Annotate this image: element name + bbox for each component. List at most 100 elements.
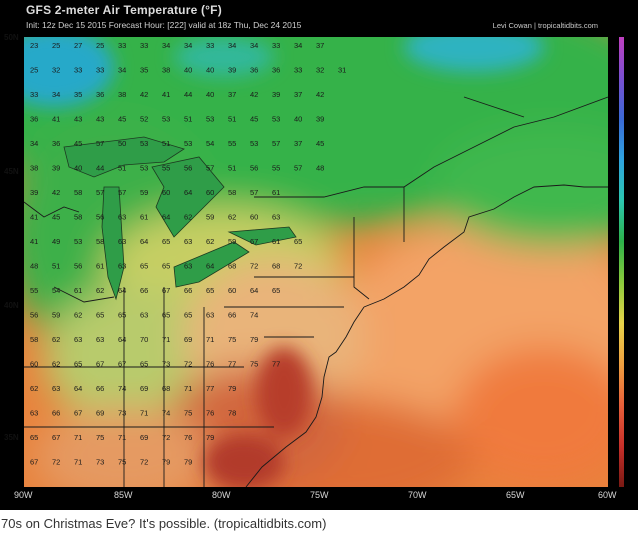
temperature-value: 60	[30, 360, 38, 369]
temperature-value: 68	[228, 262, 236, 271]
temperature-value: 54	[52, 286, 60, 295]
temperature-value: 32	[52, 66, 60, 75]
temperature-value: 33	[96, 66, 104, 75]
temperature-value: 67	[118, 360, 126, 369]
temperature-value: 77	[206, 384, 214, 393]
temperature-value: 34	[250, 41, 258, 50]
temperature-value: 64	[162, 213, 170, 222]
temperature-value: 53	[140, 139, 148, 148]
temperature-value: 67	[52, 433, 60, 442]
temperature-value: 40	[206, 66, 214, 75]
temperature-value: 79	[206, 433, 214, 442]
temperature-value: 36	[52, 139, 60, 148]
temperature-value: 63	[184, 262, 192, 271]
temperature-value: 63	[184, 237, 192, 246]
temperature-value: 64	[184, 188, 192, 197]
temperature-value: 65	[30, 433, 38, 442]
lon-label-65w: 65W	[506, 490, 525, 500]
temperature-value: 72	[162, 433, 170, 442]
temperature-value: 51	[52, 262, 60, 271]
temperature-value: 75	[118, 458, 126, 467]
temperature-value: 76	[206, 360, 214, 369]
temperature-value: 32	[316, 66, 324, 75]
temperature-value: 58	[30, 335, 38, 344]
temperature-value: 64	[250, 286, 258, 295]
map-subtitle: Init: 12z Dec 15 2015 Forecast Hour: [22…	[26, 20, 302, 30]
temperature-value: 77	[272, 360, 280, 369]
temperature-value: 75	[228, 335, 236, 344]
temperature-value: 37	[294, 139, 302, 148]
temperature-value: 64	[118, 286, 126, 295]
temperature-value: 62	[184, 213, 192, 222]
temperature-value: 71	[206, 335, 214, 344]
temperature-value: 38	[30, 164, 38, 173]
temperature-value: 57	[206, 164, 214, 173]
temperature-value: 62	[52, 335, 60, 344]
temperature-value: 62	[206, 237, 214, 246]
temperature-value: 70	[140, 335, 148, 344]
lon-label-90w: 90W	[14, 490, 33, 500]
temperature-value: 50	[118, 139, 126, 148]
temperature-value: 58	[74, 213, 82, 222]
temperature-value: 65	[74, 360, 82, 369]
temperature-value: 75	[184, 409, 192, 418]
temperature-value: 38	[162, 66, 170, 75]
temperature-value: 37	[316, 41, 324, 50]
temperature-value: 34	[294, 41, 302, 50]
temperature-value: 69	[140, 433, 148, 442]
temperature-labels: 23 25 27 25 33 33 34 34 33 34 34 33 34 37 25 32 33 33 34 35…	[30, 41, 346, 467]
temperature-value: 66	[228, 311, 236, 320]
temperature-value: 72	[140, 458, 148, 467]
temperature-value: 63	[118, 237, 126, 246]
lat-label-35n: 35N	[4, 433, 19, 442]
temperature-value: 61	[140, 213, 148, 222]
temperature-value: 69	[184, 335, 192, 344]
temperature-value: 39	[30, 188, 38, 197]
temperature-value: 63	[206, 311, 214, 320]
temperature-value: 59	[228, 237, 236, 246]
temperature-value: 62	[30, 384, 38, 393]
temperature-value: 63	[96, 335, 104, 344]
temperature-value: 63	[140, 311, 148, 320]
temperature-value: 62	[228, 213, 236, 222]
temperature-value: 36	[96, 90, 104, 99]
temperature-value: 64	[118, 335, 126, 344]
lon-label-75w: 75W	[310, 490, 329, 500]
temperature-value: 41	[52, 115, 60, 124]
lon-label-70w: 70W	[408, 490, 427, 500]
temperature-value: 33	[206, 41, 214, 50]
temperature-value: 57	[294, 164, 302, 173]
temperature-value: 63	[272, 213, 280, 222]
temperature-value: 65	[294, 237, 302, 246]
temperature-value: 59	[52, 311, 60, 320]
lon-label-80w: 80W	[212, 490, 231, 500]
temperature-value: 45	[118, 115, 126, 124]
temperature-value: 27	[74, 41, 82, 50]
temperature-value: 53	[162, 115, 170, 124]
temperature-value: 58	[228, 188, 236, 197]
map-title: GFS 2-meter Air Temperature (°F)	[26, 3, 222, 17]
temperature-value: 72	[250, 262, 258, 271]
temperature-value: 65	[140, 360, 148, 369]
temperature-value: 71	[118, 433, 126, 442]
temperature-value: 40	[294, 115, 302, 124]
temperature-value: 39	[272, 90, 280, 99]
temperature-value: 54	[206, 139, 214, 148]
temperature-value: 66	[184, 286, 192, 295]
temperature-value: 34	[30, 139, 38, 148]
temperature-value: 35	[74, 90, 82, 99]
temperature-value: 41	[162, 90, 170, 99]
temperature-value: 62	[96, 286, 104, 295]
temperature-value: 34	[52, 90, 60, 99]
temperature-value: 66	[52, 409, 60, 418]
temperature-value: 44	[184, 90, 192, 99]
temperature-value: 64	[74, 384, 82, 393]
temperature-value: 67	[250, 237, 258, 246]
temperature-value: 61	[74, 286, 82, 295]
temperature-value: 57	[96, 188, 104, 197]
temperature-value: 34	[162, 41, 170, 50]
temperature-value: 60	[250, 213, 258, 222]
temperature-value: 53	[184, 139, 192, 148]
temperature-value: 61	[96, 262, 104, 271]
temperature-value: 69	[96, 409, 104, 418]
